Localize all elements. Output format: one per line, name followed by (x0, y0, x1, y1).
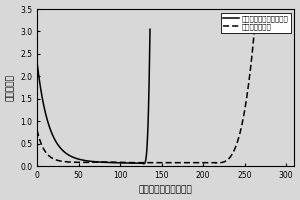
水处理后的石墨 (253, 27, 256, 30)
水处理后的石墨 (138, 161, 141, 164)
Line: 循环后未处理的废旧石墨: 循环后未处理的废旧石墨 (37, 29, 150, 164)
水处理后的石墨 (216, 162, 220, 164)
循环后未处理的废旧石墨 (148, 28, 152, 30)
水处理后的石墨 (197, 161, 201, 164)
水处理后的石墨 (193, 161, 197, 164)
循环后未处理的废旧石墨 (58, 146, 61, 148)
循环后未处理的废旧石墨 (142, 163, 145, 165)
循环后未处理的废旧石墨 (93, 161, 97, 163)
Legend: 循环后未处理的废旧石墨, 水处理后的石墨: 循环后未处理的废旧石墨, 水处理后的石墨 (220, 13, 291, 33)
循环后未处理的废旧石墨 (110, 161, 114, 164)
循环后未处理的废旧石墨 (68, 155, 72, 157)
水处理后的石墨 (178, 161, 182, 164)
循环后未处理的废旧石墨 (121, 162, 124, 164)
水处理后的石墨 (214, 162, 217, 164)
水处理后的石墨 (35, 129, 39, 131)
Line: 水处理后的石墨: 水处理后的石墨 (37, 28, 255, 163)
循环后未处理的废旧石墨 (35, 62, 39, 64)
Y-axis label: 电压（伏）: 电压（伏） (6, 74, 15, 101)
循环后未处理的废旧石墨 (131, 162, 135, 164)
X-axis label: 比容量（毫安时／克）: 比容量（毫安时／克） (139, 185, 193, 194)
水处理后的石墨 (79, 161, 82, 164)
